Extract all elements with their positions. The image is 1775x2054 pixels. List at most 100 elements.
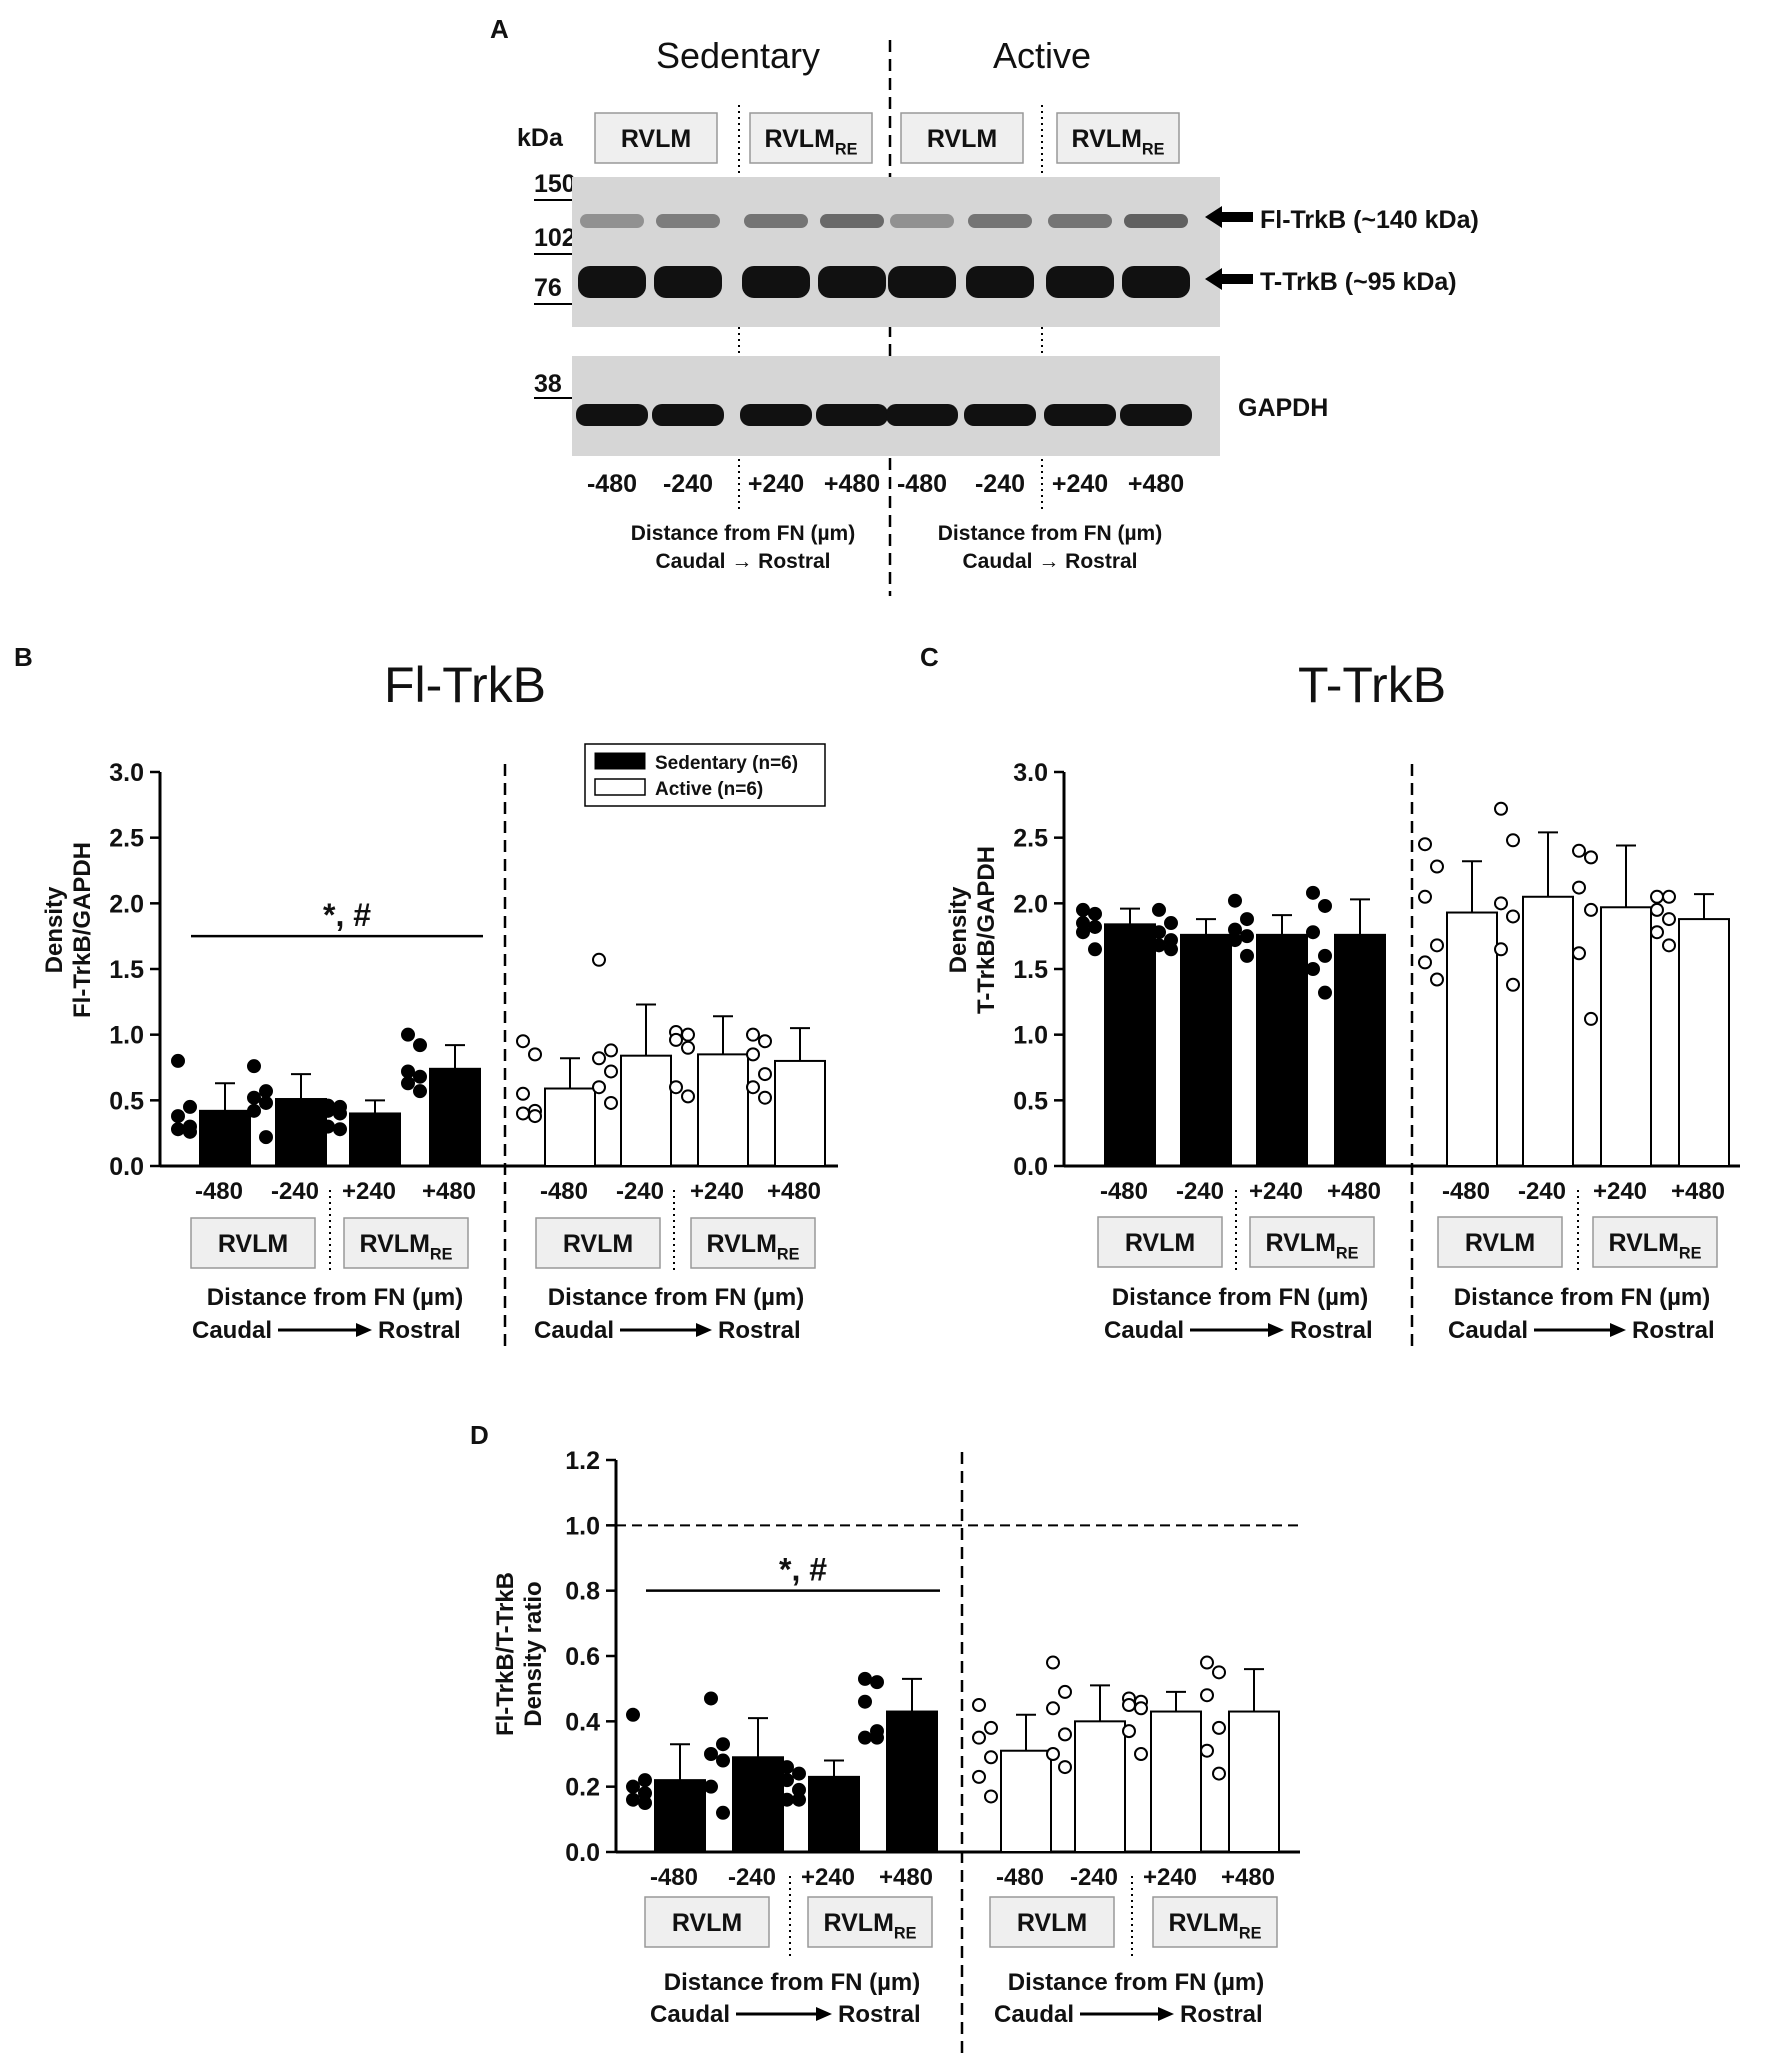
caudal-label: Caudal xyxy=(1448,1317,1528,1344)
bar-sedentary xyxy=(429,1067,481,1168)
a-lane-label-5: -240 xyxy=(975,470,1025,498)
band-t-trkb-lane-2 xyxy=(742,266,810,298)
x-tick-label: +240 xyxy=(801,1864,855,1891)
x-tick-label: +240 xyxy=(342,1178,396,1205)
region-box-2-label: RVLM xyxy=(563,1230,633,1258)
a-lane-label-3: +480 xyxy=(824,470,880,498)
y-tick-label: 2.0 xyxy=(1013,890,1048,918)
panel-b-ylabel-1: Density xyxy=(41,886,68,973)
bar-active xyxy=(1446,911,1498,1167)
region-box-0-main: RVLM xyxy=(672,1909,742,1937)
data-point xyxy=(626,1707,640,1722)
band-t-trkb-lane-4 xyxy=(888,266,956,298)
region-box-2: RVLM xyxy=(989,1896,1115,1948)
data-point xyxy=(604,1043,618,1058)
band-fl-trkb-lane-0 xyxy=(580,214,644,228)
region-box-0-label: RVLM xyxy=(1125,1229,1195,1257)
region-box-2: RVLM xyxy=(1437,1216,1563,1268)
data-point xyxy=(333,1106,347,1121)
data-point xyxy=(1430,972,1444,987)
data-point xyxy=(604,1064,618,1079)
data-point xyxy=(758,1090,772,1105)
bar-active xyxy=(1000,1749,1052,1853)
region-box-1-sub: RE xyxy=(1336,1245,1359,1263)
data-point xyxy=(792,1766,806,1781)
a-direction-sed: Caudal → Rostral xyxy=(655,550,830,573)
direction-arrow-head xyxy=(1268,1323,1284,1337)
data-point xyxy=(1046,1655,1060,1670)
panel-b-title: Fl-TrkB xyxy=(384,657,546,713)
region-box-2: RVLM xyxy=(535,1217,661,1269)
direction-arrow-head xyxy=(356,1323,372,1337)
data-point xyxy=(1430,938,1444,953)
data-point xyxy=(716,1753,730,1768)
region-box-0-box xyxy=(644,1896,770,1948)
a-lane-label-7: +480 xyxy=(1128,470,1184,498)
chart-C: 0.0 0.5 1.0 1.5 2.0 2.5 3.0 -480 -240 +240 +480 -48… xyxy=(1013,759,1740,1350)
band-fl-trkb-lane-4 xyxy=(890,214,954,228)
distance-label: Distance from FN (µm) xyxy=(1008,1969,1265,1996)
data-point xyxy=(1572,946,1586,961)
data-point xyxy=(1584,1011,1598,1026)
data-point xyxy=(1572,880,1586,895)
data-point xyxy=(1572,843,1586,858)
data-point xyxy=(1494,896,1508,911)
data-point xyxy=(716,1737,730,1752)
data-point xyxy=(247,1103,261,1118)
x-tick-label: +480 xyxy=(1671,1178,1725,1205)
data-point xyxy=(1212,1720,1226,1735)
a-region-box-1-main: RVLM xyxy=(765,125,835,153)
data-point xyxy=(171,1122,185,1137)
band-label-fl-trkb: Fl-TrkB (~140 kDa) xyxy=(1260,206,1479,234)
region-box-0-main: RVLM xyxy=(1125,1229,1195,1257)
data-point xyxy=(171,1109,185,1124)
blot-trkb xyxy=(572,177,1220,327)
region-box-2-label: RVLM xyxy=(1017,1909,1087,1937)
a-region-box-2-box xyxy=(900,112,1024,164)
a-lane-label-2: +240 xyxy=(748,470,804,498)
data-point xyxy=(1506,909,1520,924)
region-box-1-box xyxy=(1249,1216,1375,1268)
region-box-1-label: RVLMRE xyxy=(824,1909,917,1943)
band-gapdh-lane-0 xyxy=(576,404,648,426)
x-tick-label: -480 xyxy=(540,1178,588,1205)
y-tick-label: 1.5 xyxy=(1013,956,1048,984)
region-box-2-main: RVLM xyxy=(1017,1909,1087,1937)
direction-arrow-head xyxy=(1158,2007,1174,2021)
caudal-label: Caudal xyxy=(192,1317,272,1344)
region-box-3-label: RVLMRE xyxy=(1169,1909,1262,1943)
a-region-box-3-box xyxy=(1056,112,1180,164)
bar-sedentary xyxy=(886,1710,938,1853)
data-point xyxy=(247,1059,261,1074)
data-point xyxy=(1228,893,1242,908)
data-point xyxy=(780,1760,794,1775)
data-point xyxy=(259,1084,273,1099)
data-point xyxy=(704,1747,718,1761)
band-fl-trkb-lane-3 xyxy=(820,214,884,228)
data-point xyxy=(984,1789,998,1804)
region-box-0-box xyxy=(190,1217,316,1269)
region-box-0-label: RVLM xyxy=(218,1230,288,1258)
rostral-label: Rostral xyxy=(838,2001,921,2028)
distance-label: Distance from FN (µm) xyxy=(207,1284,464,1311)
region-box-1: RVLMRE xyxy=(807,1896,933,1948)
bar-active xyxy=(1600,906,1652,1167)
region-box-2-main: RVLM xyxy=(1465,1229,1535,1257)
bar-active xyxy=(1150,1710,1202,1853)
y-tick-label: 0.4 xyxy=(565,1708,600,1736)
data-point xyxy=(1240,948,1254,963)
rostral-label: Rostral xyxy=(1290,1317,1373,1344)
data-point xyxy=(401,1076,415,1091)
panel-b-letter: B xyxy=(14,642,33,672)
data-point xyxy=(1046,1747,1060,1761)
bar-sedentary xyxy=(1180,933,1232,1167)
band-gapdh-lane-5 xyxy=(964,404,1036,426)
y-tick-label: 0.0 xyxy=(1013,1153,1048,1181)
caudal-label: Caudal xyxy=(534,1317,614,1344)
band-t-trkb-lane-3 xyxy=(818,266,886,298)
legend: Sedentary (n=6) Active (n=6) xyxy=(584,743,826,807)
x-tick-label: +480 xyxy=(1221,1864,1275,1891)
band-label-gapdh: GAPDH xyxy=(1238,394,1328,422)
significance-label: *, # xyxy=(779,1552,827,1588)
